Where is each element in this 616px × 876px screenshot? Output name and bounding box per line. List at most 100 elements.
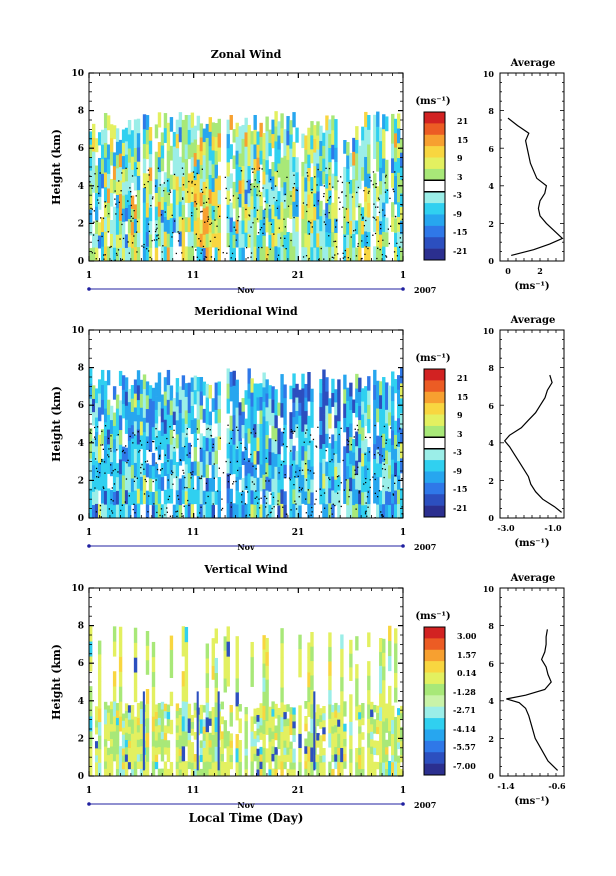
contour-dot [258,181,261,183]
heatmap-cell [148,140,153,155]
heatmap-cell [274,141,278,157]
heatmap-cell [232,370,236,386]
heatmap-cell [373,129,377,145]
heatmap-cell [343,180,347,195]
heatmap-cell [247,428,251,444]
heatmap-cell [232,221,236,235]
heatmap-cell [220,761,224,769]
heatmap-cell [100,384,105,400]
heatmap-cell [91,151,96,166]
contour-dot [348,182,350,184]
contour-dot [141,464,143,466]
heatmap-cell [199,461,204,476]
contour-dot [129,435,131,438]
heatmap-cell [391,488,395,504]
heatmap-cell [199,233,204,248]
heatmap-cell [379,247,383,261]
heatmap-cell [226,147,230,163]
heatmap-cell [322,235,326,249]
heatmap-cell [238,440,242,454]
heatmap-cell [364,171,368,187]
contour-dot [155,462,157,464]
contour-dot [147,169,150,171]
heatmap-cell [307,386,311,402]
heatmap-cell [193,139,198,154]
heatmap-cell [298,492,302,506]
heatmap-cell [175,420,180,435]
contour-dot [261,246,263,249]
heatmap-cell [259,732,263,740]
heatmap-cell [352,137,356,152]
contour-dot [212,503,214,505]
heatmap-cell [268,169,272,183]
heatmap-cell [181,246,186,261]
contour-dot [250,453,252,456]
heatmap-cell [250,641,254,658]
contour-dot [191,182,193,184]
heatmap-cell [307,701,311,717]
heatmap-cell [250,144,254,158]
heatmap-cell [256,131,260,145]
heatmap-cell [325,173,329,189]
contour-dot [358,492,360,494]
heatmap-cell [130,740,135,748]
heatmap-cell [331,392,335,407]
heatmap-cell [163,391,168,406]
contour-dot [302,256,305,258]
heatmap-cell [397,128,401,144]
heatmap-cell [109,419,114,435]
heatmap-cell [187,144,192,160]
contour-dot [351,196,354,198]
heatmap-cell [388,491,392,506]
heatmap-cell [247,192,251,207]
heatmap-cell [199,391,204,406]
heatmap-cell [103,408,108,423]
heatmap-cell [238,718,242,726]
heatmap-cell [322,748,326,756]
contour-dot [227,424,229,426]
heatmap-cell [214,136,218,151]
heatmap-cell [100,217,105,233]
heatmap-cell [367,173,371,189]
heatmap-cell [298,466,302,480]
heatmap-cell [358,447,362,463]
contour-dot [270,187,273,189]
avg-y-tick-label: 2 [488,476,494,486]
heatmap-cell [133,627,138,643]
heatmap-cell [112,165,117,180]
heatmap-cell [154,396,159,410]
heatmap-cell [121,195,126,209]
heatmap-cell [397,503,401,518]
heatmap-cell [187,115,192,130]
heatmap-cell [286,732,290,741]
heatmap-cell [250,183,254,197]
heatmap-cell [337,705,341,713]
contour-dot [263,217,265,219]
heatmap-cell [118,641,123,657]
heatmap-cell [229,430,233,446]
contour-dot [380,224,382,226]
heatmap-cell [127,414,132,428]
heatmap-cell [127,232,132,248]
contour-dot [110,450,112,452]
contour-dot [258,498,260,500]
heatmap-cell [349,193,353,208]
contour-dot [284,477,286,479]
heatmap-cell [121,734,126,742]
heatmap-cell [262,719,266,735]
heatmap-cell [226,443,230,459]
heatmap-cell [280,474,284,490]
heatmap-cell [178,399,183,413]
contour-dot [232,483,234,485]
heatmap-cell [343,761,347,769]
heatmap-cell [271,465,275,479]
contour-dot [337,180,339,182]
heatmap-cell [328,246,332,261]
contour-dot [355,508,357,510]
heatmap-cell [235,219,239,234]
heatmap-cell [301,388,305,403]
heatmap-cell [289,451,293,466]
heatmap-cell [394,434,398,449]
heatmap-cell [133,161,138,177]
heatmap-cell [151,452,156,467]
